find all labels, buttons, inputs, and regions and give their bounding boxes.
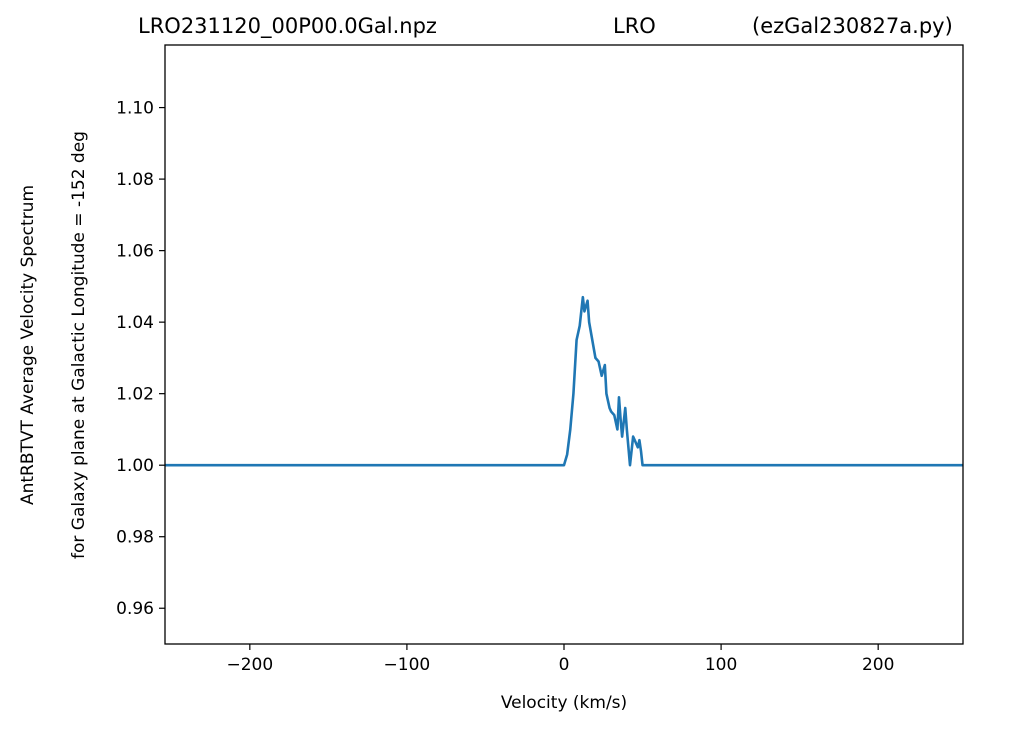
plot-area-frame <box>164 44 964 645</box>
chart-title-script: (ezGal230827a.py) <box>752 14 953 38</box>
y-axis-label-line1: AntRBTVT Average Velocity Spectrum <box>18 185 38 505</box>
series-line <box>165 295 963 467</box>
y-tick-label: 1.04 <box>116 313 154 333</box>
y-tick-label: 0.98 <box>116 528 154 548</box>
x-tick-label: 100 <box>705 655 737 675</box>
axis-ticks: −200 −100 0 100 200 0.96 0.98 1.00 1.02 1.04 1.06 1… <box>116 99 894 675</box>
y-tick-label: 1.06 <box>116 242 154 262</box>
y-axis-label-line2: for Galaxy plane at Galactic Longitude =… <box>69 131 89 559</box>
data-series <box>165 295 963 467</box>
y-tick-label: 1.00 <box>116 456 154 476</box>
chart-title-filename: LRO231120_00P00.0Gal.npz <box>138 14 437 38</box>
x-tick-label: −100 <box>384 655 431 675</box>
y-tick-label: 1.08 <box>116 170 154 190</box>
x-axis-label: Velocity (km/s) <box>501 693 627 713</box>
chart-title-site: LRO <box>613 14 656 38</box>
x-tick-label: −200 <box>226 655 273 675</box>
y-tick-label: 1.10 <box>116 99 154 119</box>
x-tick-label: 0 <box>559 655 570 675</box>
x-tick-label: 200 <box>862 655 894 675</box>
y-tick-label: 0.96 <box>116 599 154 619</box>
y-tick-label: 1.02 <box>116 385 154 405</box>
